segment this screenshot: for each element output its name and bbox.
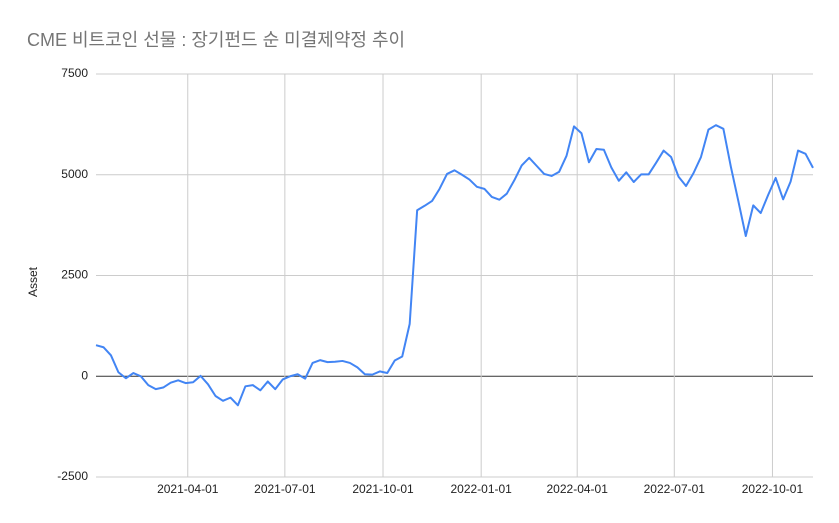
- chart-title: CME 비트코인 선물 : 장기펀드 순 미결제약정 추이: [27, 30, 405, 50]
- y-tick-label: -2500: [57, 469, 88, 483]
- x-tick-label: 2022-01-01: [450, 482, 512, 496]
- y-tick-label: 2500: [61, 268, 88, 282]
- y-axis-label: Asset: [26, 266, 40, 297]
- x-tick-label: 2022-10-01: [742, 482, 804, 496]
- y-tick-label: 5000: [61, 167, 88, 181]
- line: [95, 124, 814, 407]
- x-tick-label: 2021-07-01: [254, 482, 316, 496]
- x-tick-label: 2021-10-01: [352, 482, 414, 496]
- y-tick-label: 0: [81, 368, 88, 382]
- x-tick-label: 2021-04-01: [157, 482, 219, 496]
- y-tick-label: 7500: [61, 66, 88, 80]
- x-tick-label: 2022-07-01: [644, 482, 706, 496]
- x-tick-label: 2022-04-01: [547, 482, 609, 496]
